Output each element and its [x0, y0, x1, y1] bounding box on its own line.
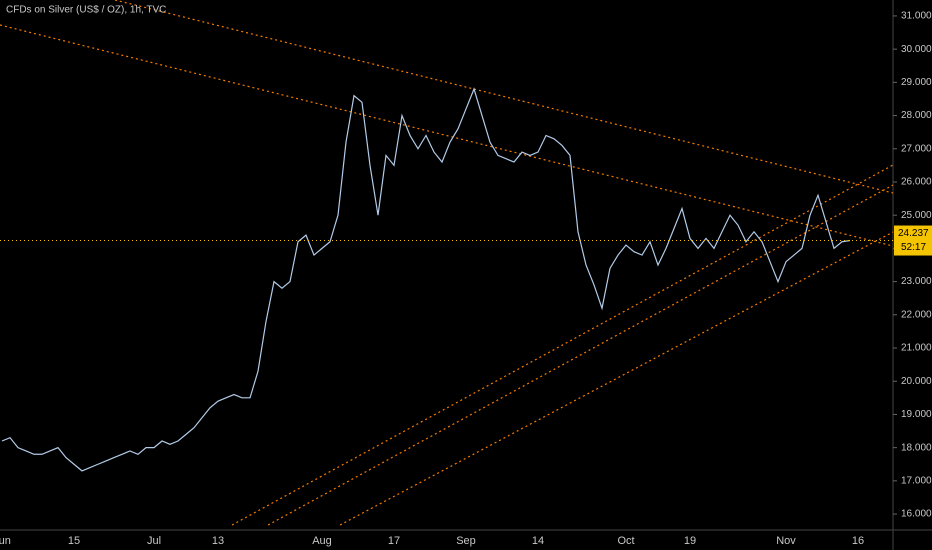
y-tick-label: 19.000 [901, 409, 932, 420]
x-tick-label: Aug [312, 535, 332, 547]
trend-line [339, 231, 894, 526]
trend-line [0, 24, 894, 247]
trend-line [114, 0, 894, 194]
x-tick-label: Nov [776, 535, 796, 547]
trend-line [267, 184, 894, 526]
trend-line [231, 164, 894, 526]
y-tick-label: 25.000 [901, 210, 932, 221]
y-tick-label: 30.000 [901, 44, 932, 55]
x-tick-label: 15 [68, 535, 80, 547]
y-tick-label: 26.000 [901, 177, 932, 188]
price-line [1, 87, 851, 472]
x-tick-label: 16 [852, 535, 864, 547]
last-price-box [894, 225, 932, 256]
last-price-label: 24.237 [898, 228, 929, 239]
y-tick-label: 28.000 [901, 110, 932, 121]
x-tick-label: Sep [456, 535, 476, 547]
x-tick-label: 14 [532, 535, 544, 547]
y-tick-label: 17.000 [901, 475, 932, 486]
x-tick-label: 19 [684, 535, 696, 547]
y-tick-label: 16.000 [901, 509, 932, 520]
countdown: 52:17 [901, 242, 926, 253]
x-tick-label: 17 [388, 535, 400, 547]
y-tick-label: 20.000 [901, 376, 932, 387]
y-tick-label: 18.000 [901, 442, 932, 453]
y-tick-label: 29.000 [901, 77, 932, 88]
x-tick-label: Jun [0, 535, 11, 547]
y-tick-label: 31.000 [901, 11, 932, 22]
y-tick-label: 23.000 [901, 276, 932, 287]
x-tick-label: Oct [617, 535, 634, 547]
x-tick-label: Jul [147, 535, 161, 547]
y-tick-label: 22.000 [901, 309, 932, 320]
y-tick-label: 27.000 [901, 143, 932, 154]
x-tick-label: 13 [212, 535, 224, 547]
chart-title: CFDs on Silver (US$ / OZ), 1h, TVC [6, 5, 166, 16]
y-tick-label: 21.000 [901, 343, 932, 354]
